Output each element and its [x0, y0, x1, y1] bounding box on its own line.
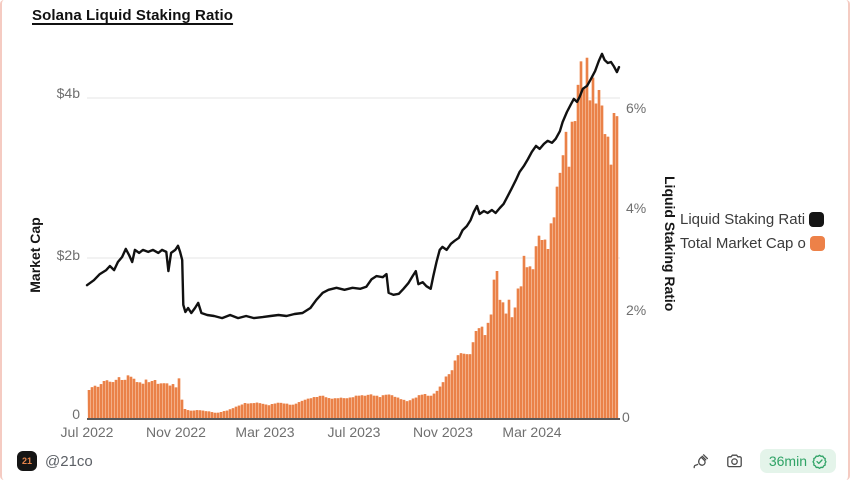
left-axis-tick-2b: $2b: [56, 247, 80, 263]
left-axis-tick-4b: $4b: [56, 85, 80, 101]
x-tick-jul-2022: Jul 2022: [60, 424, 114, 440]
legend-marker-bar: [809, 235, 825, 251]
footer-icons: 36min: [692, 449, 836, 473]
chart-title[interactable]: Solana Liquid Staking Ratio: [32, 7, 234, 24]
x-tick-mar-2024: Mar 2024: [502, 424, 562, 440]
plug-icon[interactable]: [692, 453, 709, 470]
legend: Liquid Staking Rati Total Market Cap o: [680, 207, 825, 255]
right-axis-tick-4pct: 4%: [626, 200, 647, 216]
left-axis-tick-0: 0: [72, 406, 80, 422]
author-handle[interactable]: @21co: [45, 452, 93, 470]
refresh-age-label: 36min: [768, 453, 807, 469]
x-tick-jul-2023: Jul 2023: [327, 424, 381, 440]
legend-label: Total Market Cap o: [680, 234, 806, 252]
footer: 21 @21co 36min: [17, 447, 836, 475]
right-axis-tick-0: 0: [622, 409, 630, 425]
right-axis-tick-6pct: 6%: [626, 100, 647, 116]
legend-item-liquid-staking-ratio[interactable]: Liquid Staking Rati: [680, 207, 825, 231]
x-tick-nov-2023: Nov 2023: [413, 424, 473, 440]
21co-logo[interactable]: 21: [17, 451, 37, 471]
legend-label: Liquid Staking Rati: [680, 210, 806, 228]
legend-marker-line: [809, 211, 825, 227]
right-axis-title: Liquid Staking Ratio: [662, 176, 678, 312]
legend-item-total-market-cap[interactable]: Total Market Cap o: [680, 231, 825, 255]
left-axis-title: Market Cap: [27, 217, 43, 293]
camera-icon[interactable]: [726, 453, 743, 470]
right-axis-tick-2pct: 2%: [626, 302, 647, 318]
refresh-age-badge[interactable]: 36min: [759, 449, 836, 473]
x-tick-nov-2022: Nov 2022: [146, 424, 206, 440]
check-circle-icon: [812, 454, 827, 469]
x-tick-mar-2023: Mar 2023: [235, 424, 295, 440]
